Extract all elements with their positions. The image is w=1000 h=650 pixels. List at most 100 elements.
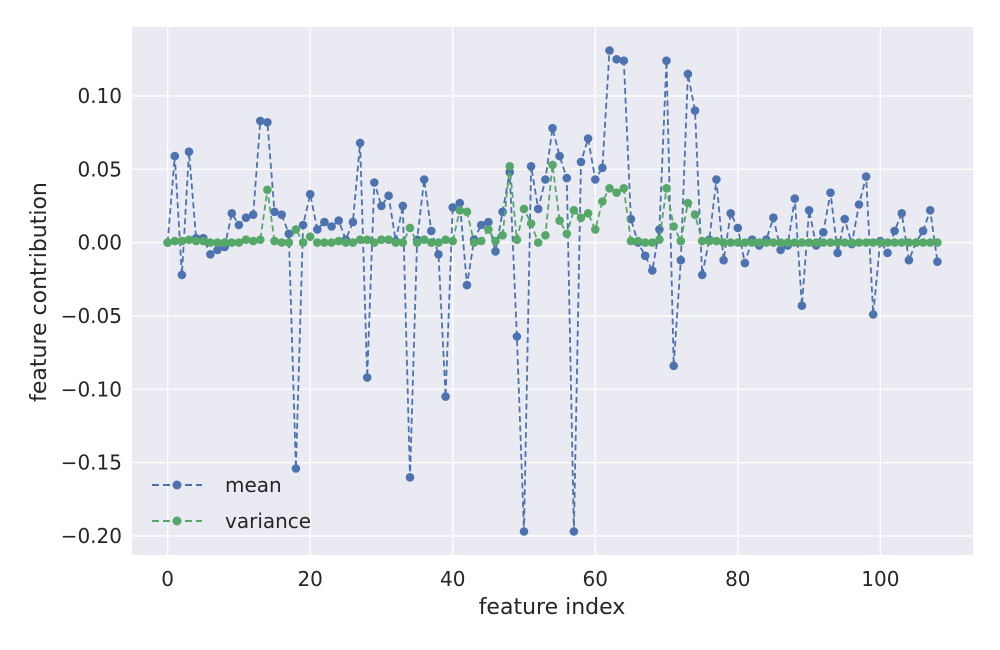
data-point-variance	[199, 236, 208, 246]
data-point-variance	[562, 229, 572, 239]
plot-area-background	[132, 27, 973, 555]
data-point-mean	[434, 250, 443, 259]
data-point-variance	[305, 232, 315, 241]
data-point-mean	[184, 147, 194, 156]
x-tick-label: 100	[861, 567, 899, 591]
data-point-variance	[676, 236, 686, 246]
data-point-mean	[305, 189, 315, 199]
data-point-mean	[384, 191, 393, 200]
data-point-mean	[797, 301, 807, 311]
y-tick-label: −0.20	[61, 524, 122, 548]
data-point-mean	[248, 210, 258, 219]
data-point-variance	[377, 235, 386, 244]
data-point-variance	[234, 238, 244, 247]
data-point-variance	[526, 219, 536, 228]
data-point-mean	[284, 229, 294, 239]
data-point-variance	[790, 238, 800, 247]
data-point-variance	[170, 236, 180, 246]
data-point-mean	[227, 209, 237, 218]
x-tick-label: 60	[583, 567, 608, 591]
y-tick-label: 0.10	[77, 84, 122, 108]
data-point-variance	[754, 238, 764, 247]
data-point-variance	[241, 235, 251, 244]
data-point-mean	[206, 250, 215, 259]
data-point-variance	[883, 238, 892, 247]
data-point-mean	[419, 175, 429, 184]
data-point-mean	[427, 226, 436, 236]
series-variance	[163, 160, 942, 247]
y-tick-label: −0.15	[61, 451, 122, 475]
data-point-variance	[697, 236, 707, 246]
data-point-variance	[769, 238, 778, 247]
data-point-variance	[804, 238, 814, 247]
data-point-mean	[640, 251, 650, 261]
data-point-variance	[733, 238, 743, 247]
data-point-variance	[427, 238, 436, 247]
data-point-mean	[291, 464, 301, 473]
x-tick-label: 20	[297, 567, 322, 591]
data-point-mean	[733, 223, 743, 233]
x-axis-label: feature index	[479, 595, 626, 620]
x-tick-labels: 0 20 40 60 80 100	[161, 567, 899, 591]
data-point-mean	[868, 310, 878, 319]
data-point-mean	[598, 163, 607, 173]
data-point-variance	[505, 162, 514, 171]
data-point-mean	[669, 361, 678, 371]
data-point-mean	[327, 222, 336, 231]
data-point-mean	[313, 225, 322, 234]
legend-label-variance: variance	[225, 509, 311, 533]
data-point-mean	[819, 228, 828, 237]
data-point-variance	[555, 216, 564, 225]
data-point-mean	[769, 213, 778, 222]
data-point-variance	[705, 236, 714, 246]
data-point-variance	[441, 235, 450, 244]
data-point-variance	[455, 206, 465, 215]
data-point-variance	[740, 238, 750, 247]
data-point-variance	[177, 236, 187, 246]
data-point-variance	[747, 238, 757, 247]
data-point-variance	[669, 222, 678, 231]
data-point-variance	[847, 238, 857, 247]
data-point-mean	[334, 216, 344, 225]
data-point-variance	[598, 197, 607, 206]
legend-label-mean: mean	[225, 473, 282, 497]
data-point-mean	[854, 200, 864, 209]
data-point-mean	[533, 204, 543, 214]
data-point-variance	[826, 238, 835, 247]
data-point-mean	[355, 138, 365, 148]
data-point-variance	[277, 238, 287, 247]
data-point-mean	[234, 220, 244, 230]
data-point-variance	[712, 236, 721, 246]
data-point-variance	[633, 236, 643, 246]
data-point-variance	[384, 235, 393, 244]
data-point-mean	[541, 175, 550, 184]
data-point-mean	[790, 194, 800, 203]
data-point-variance	[576, 213, 586, 222]
data-point-variance	[591, 225, 600, 234]
data-point-variance	[569, 206, 579, 215]
data-point-mean	[241, 213, 251, 222]
data-point-variance	[327, 238, 336, 247]
data-point-variance	[548, 160, 557, 170]
data-point-mean	[320, 217, 329, 227]
data-point-mean	[562, 173, 572, 183]
data-point-variance	[341, 238, 351, 247]
data-point-mean	[491, 247, 500, 256]
data-point-mean	[405, 473, 415, 482]
data-point-variance	[925, 238, 935, 247]
data-point-mean	[555, 151, 564, 161]
data-point-variance	[626, 236, 636, 246]
data-point-variance	[291, 225, 301, 234]
series-layer	[163, 46, 942, 536]
data-point-mean	[890, 226, 899, 236]
data-point-variance	[334, 236, 344, 246]
y-tick-labels: −0.20 −0.15 −0.10 −0.05 0.00 0.05 0.10	[61, 84, 122, 548]
data-point-variance	[355, 235, 365, 244]
data-point-variance	[227, 238, 237, 247]
x-tick-label: 40	[440, 567, 465, 591]
data-point-variance	[362, 235, 372, 244]
data-point-mean	[897, 209, 906, 218]
data-point-mean	[348, 217, 358, 227]
data-point-variance	[213, 238, 222, 247]
data-point-mean	[776, 245, 785, 255]
